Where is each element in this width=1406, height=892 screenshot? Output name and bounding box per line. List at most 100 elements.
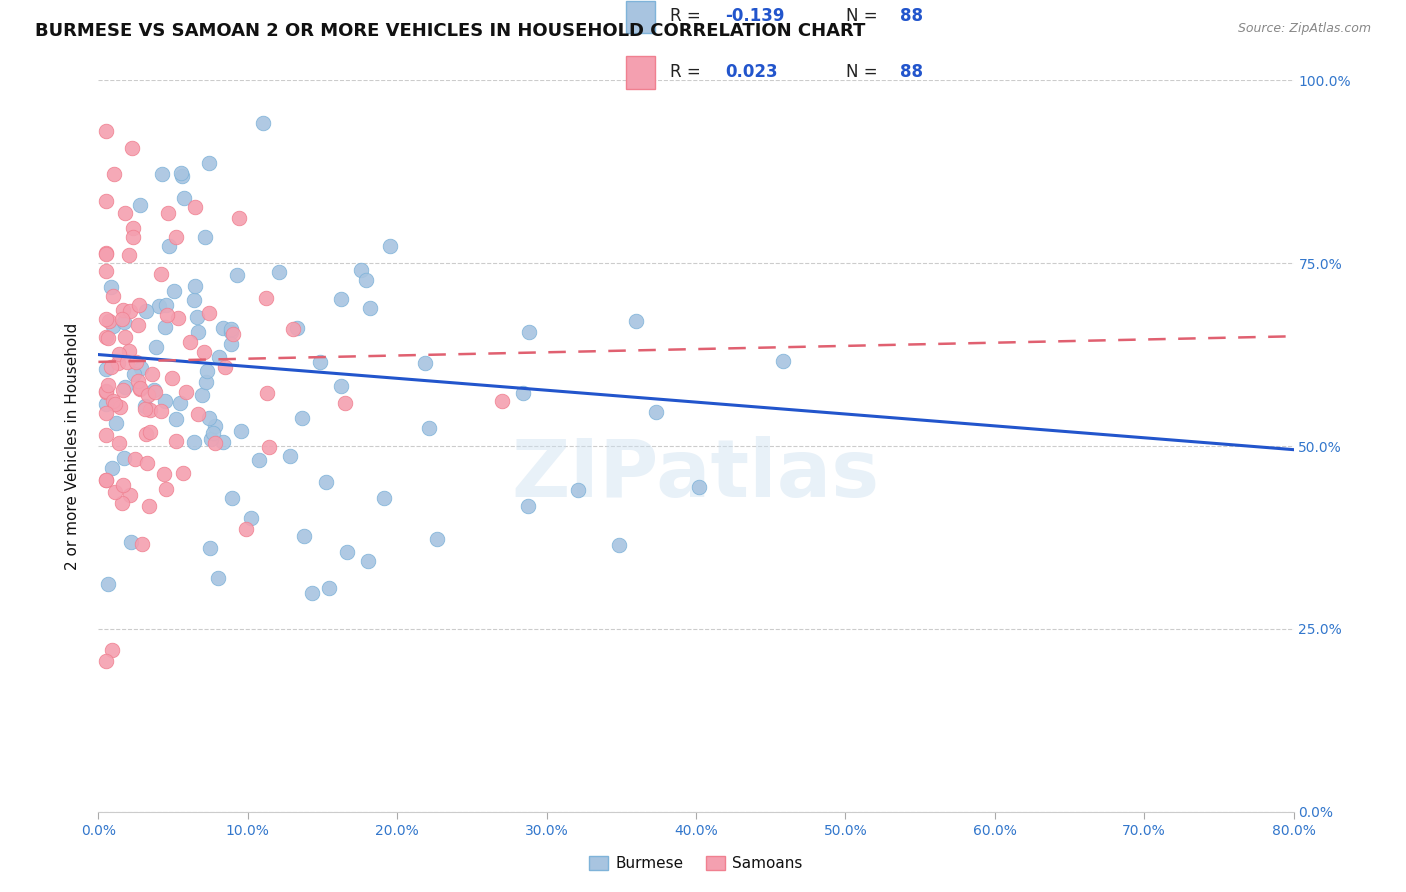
Point [280,449,302,463]
Point [229,424,252,438]
Point [204,419,226,434]
Point [139,425,162,439]
Point [97,331,120,345]
Text: 0.023: 0.023 [725,62,778,81]
Point [122,220,145,235]
Point [101,393,124,408]
Point [198,156,221,170]
Point [124,452,146,467]
Point [129,382,152,396]
Point [315,475,337,490]
Point [118,304,141,318]
Point [219,322,242,336]
Point [131,360,153,375]
Point [413,356,436,370]
Point [285,321,308,335]
Point [256,386,278,401]
Point [239,511,262,525]
Point [94,384,117,398]
Y-axis label: 2 or more Vehicles in Household: 2 or more Vehicles in Household [65,322,80,570]
Text: R =: R = [671,62,706,81]
Point [329,293,352,307]
Point [111,311,134,326]
Point [252,116,274,130]
Point [128,298,150,312]
Point [645,405,668,419]
Point [198,306,221,320]
Point [136,456,159,470]
Point [145,340,167,354]
Point [94,654,117,668]
Point [179,335,201,350]
Point [143,385,166,400]
Point [517,325,540,339]
Point [283,322,305,336]
Point [136,388,159,402]
Point [94,247,117,261]
Point [107,356,129,370]
Point [141,368,163,382]
Point [359,301,381,315]
Point [214,360,236,375]
Point [100,642,122,657]
Point [197,411,219,425]
Point [183,435,205,450]
Text: R =: R = [671,7,706,25]
Point [120,534,142,549]
Point [134,402,156,417]
Text: BURMESE VS SAMOAN 2 OR MORE VEHICLES IN HOUSEHOLD CORRELATION CHART: BURMESE VS SAMOAN 2 OR MORE VEHICLES IN … [35,22,866,40]
Point [127,374,149,388]
Point [127,318,149,332]
Point [97,378,120,392]
Point [108,436,131,450]
Point [211,435,233,450]
Point [124,355,146,369]
Point [149,404,172,418]
Point [148,299,170,313]
Point [94,312,117,326]
Point [169,396,191,410]
Point [94,473,117,487]
Point [111,495,134,509]
Point [131,536,153,550]
Point [135,303,157,318]
Point [380,239,402,253]
Point [200,432,222,446]
Point [118,488,141,502]
Point [121,141,143,155]
Point [165,230,187,244]
Point [104,416,127,430]
Point [219,337,242,351]
Point [292,528,315,542]
Point [301,585,323,599]
Point [112,450,135,465]
Point [104,397,127,411]
Point [208,350,231,364]
Point [108,401,131,415]
Text: N =: N = [845,62,883,81]
Point [114,330,136,344]
Point [156,308,179,322]
Point [186,310,208,324]
Point [101,318,124,333]
Point [155,482,177,496]
Point [491,393,513,408]
Point [163,284,186,298]
Point [100,359,122,374]
Point [96,330,118,344]
Point [94,428,117,442]
Text: ZIPatlas: ZIPatlas [512,436,880,515]
Point [103,167,125,181]
Point [221,491,243,506]
Point [94,384,117,399]
Point [512,385,534,400]
Point [174,384,197,399]
Point [153,467,176,482]
Point [195,375,218,389]
Point [772,354,794,368]
Point [318,582,340,596]
Text: 88: 88 [900,62,924,81]
FancyBboxPatch shape [626,1,655,33]
Point [688,480,710,494]
Point [373,491,395,505]
